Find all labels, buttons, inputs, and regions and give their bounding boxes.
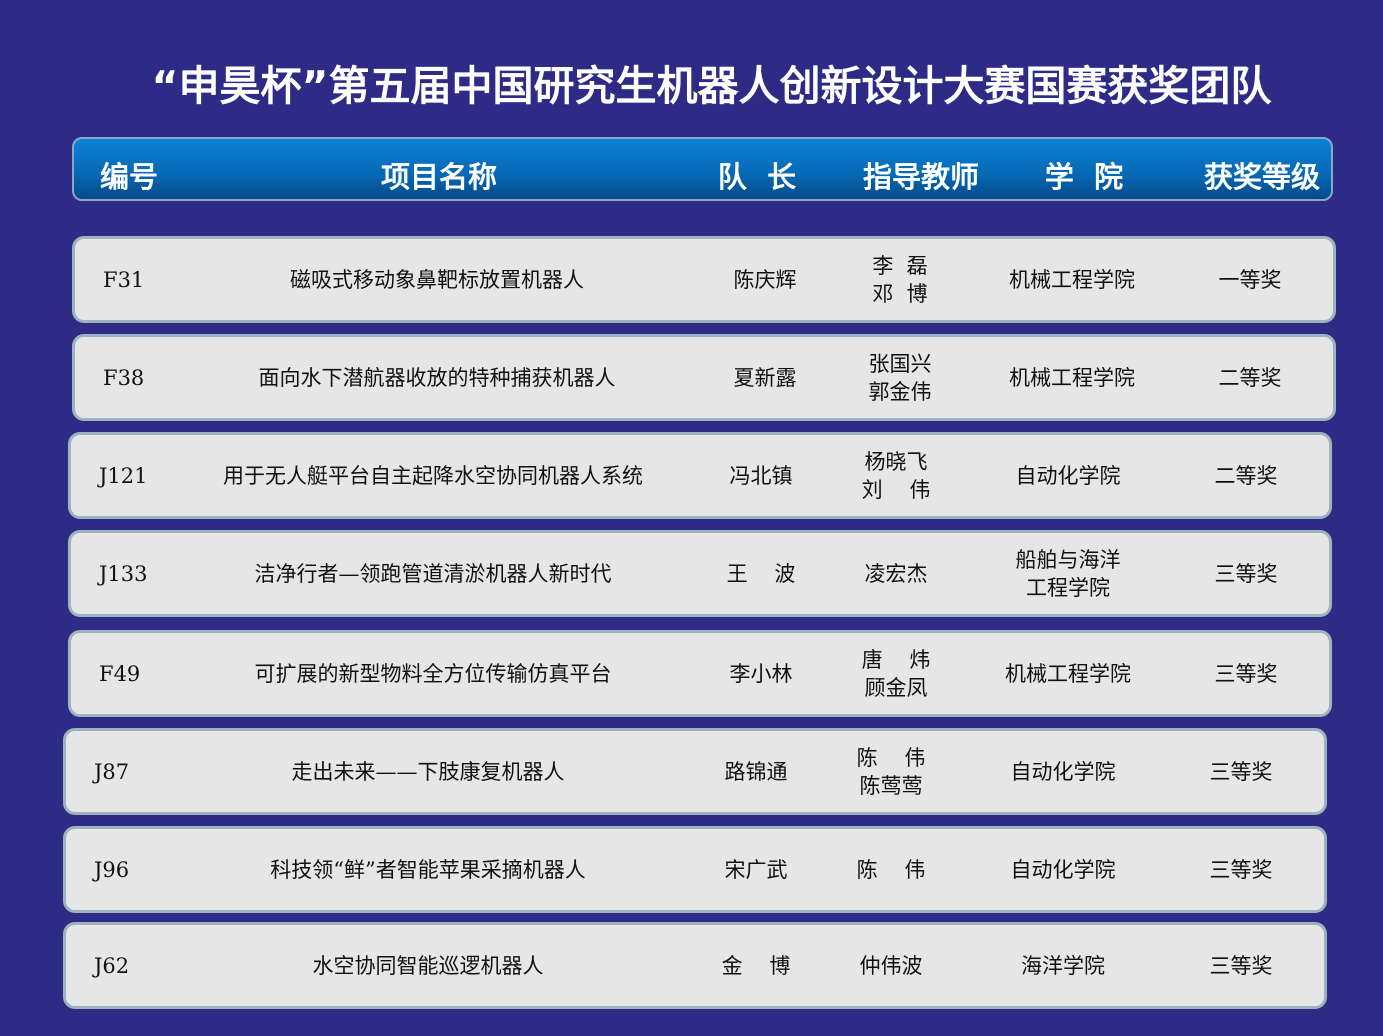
- header-award: 获奖等级: [1203, 160, 1321, 194]
- cell-college: 机械工程学院: [1009, 365, 1135, 390]
- cell-award: 三等奖: [1209, 759, 1273, 784]
- cell-leader: 夏新露: [733, 365, 797, 390]
- table-row: F49 可扩展的新型物料全方位传输仿真平台 李小林 唐 炜 顾金凤 机械工程学院 三等奖: [68, 630, 1332, 717]
- cell-college: 海洋学院: [1021, 953, 1105, 978]
- cell-advisor: 杨晓飞 刘 伟: [861, 449, 931, 502]
- cell-leader: 陈庆辉: [733, 267, 797, 292]
- cell-id: F38: [103, 365, 145, 390]
- cell-leader: 路锦通: [724, 759, 788, 784]
- table-row: J96 科技领“鲜”者智能苹果采摘机器人 宋广武 陈 伟 自动化学院 三等奖: [63, 826, 1327, 913]
- header-advisor: 指导教师: [862, 160, 980, 194]
- cell-award: 一等奖: [1218, 267, 1282, 292]
- cell-name: 用于无人艇平台自主起降水空协同机器人系统: [223, 463, 643, 488]
- cell-advisor: 李 磊 邓 博: [872, 253, 928, 306]
- cell-name: 科技领“鲜”者智能苹果采摘机器人: [270, 857, 586, 882]
- cell-name: 磁吸式移动象鼻靶标放置机器人: [290, 267, 584, 292]
- cell-advisor: 唐 炜 顾金凤: [861, 647, 931, 700]
- cell-award: 三等奖: [1209, 953, 1273, 978]
- cell-leader: 宋广武: [724, 857, 788, 882]
- cell-id: J87: [94, 759, 130, 784]
- table-header: 编号 项目名称 队 长 指导教师 学 院 获奖等级: [72, 137, 1333, 201]
- cell-id: J62: [94, 953, 130, 978]
- cell-advisor: 凌宏杰: [864, 561, 928, 586]
- table-row: J133 洁净行者—领跑管道清淤机器人新时代 王 波 凌宏杰 船舶与海洋 工程学院 三等奖: [68, 530, 1332, 617]
- cell-college: 船舶与海洋 工程学院: [1015, 547, 1121, 600]
- table-row: J121 用于无人艇平台自主起降水空协同机器人系统 冯北镇 杨晓飞 刘 伟 自动化学院 二…: [68, 432, 1332, 519]
- cell-name: 走出未来——下肢康复机器人: [291, 759, 565, 784]
- cell-name: 可扩展的新型物料全方位传输仿真平台: [254, 661, 612, 686]
- cell-award: 三等奖: [1214, 661, 1278, 686]
- cell-award: 二等奖: [1214, 463, 1278, 488]
- table-row: J62 水空协同智能巡逻机器人 金 博 仲伟波 海洋学院 三等奖: [63, 922, 1327, 1009]
- cell-college: 机械工程学院: [1005, 661, 1131, 686]
- cell-college: 自动化学院: [1010, 759, 1116, 784]
- header-leader: 队 长: [717, 160, 797, 194]
- cell-award: 三等奖: [1209, 857, 1273, 882]
- cell-id: J121: [99, 463, 148, 488]
- cell-leader: 冯北镇: [729, 463, 793, 488]
- cell-name: 洁净行者—领跑管道清淤机器人新时代: [254, 561, 612, 586]
- cell-advisor: 仲伟波: [859, 953, 923, 978]
- cell-id: F49: [99, 661, 141, 686]
- cell-name: 水空协同智能巡逻机器人: [312, 953, 544, 978]
- cell-id: J96: [94, 857, 130, 882]
- header-college: 学 院: [1044, 160, 1124, 194]
- cell-advisor: 张国兴 郭金伟: [868, 351, 932, 404]
- cell-advisor: 陈 伟: [856, 857, 926, 882]
- cell-id: F31: [103, 267, 145, 292]
- cell-leader: 金 博: [721, 953, 791, 978]
- cell-advisor: 陈 伟 陈莺莺: [856, 745, 926, 798]
- cell-id: J133: [99, 561, 148, 586]
- cell-college: 自动化学院: [1015, 463, 1121, 488]
- cell-award: 三等奖: [1214, 561, 1278, 586]
- cell-college: 自动化学院: [1010, 857, 1116, 882]
- page-title: “申昊杯”第五届中国研究生机器人创新设计大赛国赛获奖团队: [151, 62, 1272, 110]
- cell-college: 机械工程学院: [1009, 267, 1135, 292]
- cell-name: 面向水下潜航器收放的特种捕获机器人: [258, 365, 616, 390]
- cell-leader: 王 波: [726, 561, 796, 586]
- table-row: J87 走出未来——下肢康复机器人 路锦通 陈 伟 陈莺莺 自动化学院 三等奖: [63, 728, 1327, 815]
- cell-leader: 李小林: [729, 661, 793, 686]
- header-id: 编号: [99, 160, 159, 194]
- table-row: F38 面向水下潜航器收放的特种捕获机器人 夏新露 张国兴 郭金伟 机械工程学院 二等奖: [72, 334, 1336, 421]
- header-project-name: 项目名称: [380, 160, 498, 194]
- cell-award: 二等奖: [1218, 365, 1282, 390]
- table-row: F31 磁吸式移动象鼻靶标放置机器人 陈庆辉 李 磊 邓 博 机械工程学院 一等奖: [72, 236, 1336, 323]
